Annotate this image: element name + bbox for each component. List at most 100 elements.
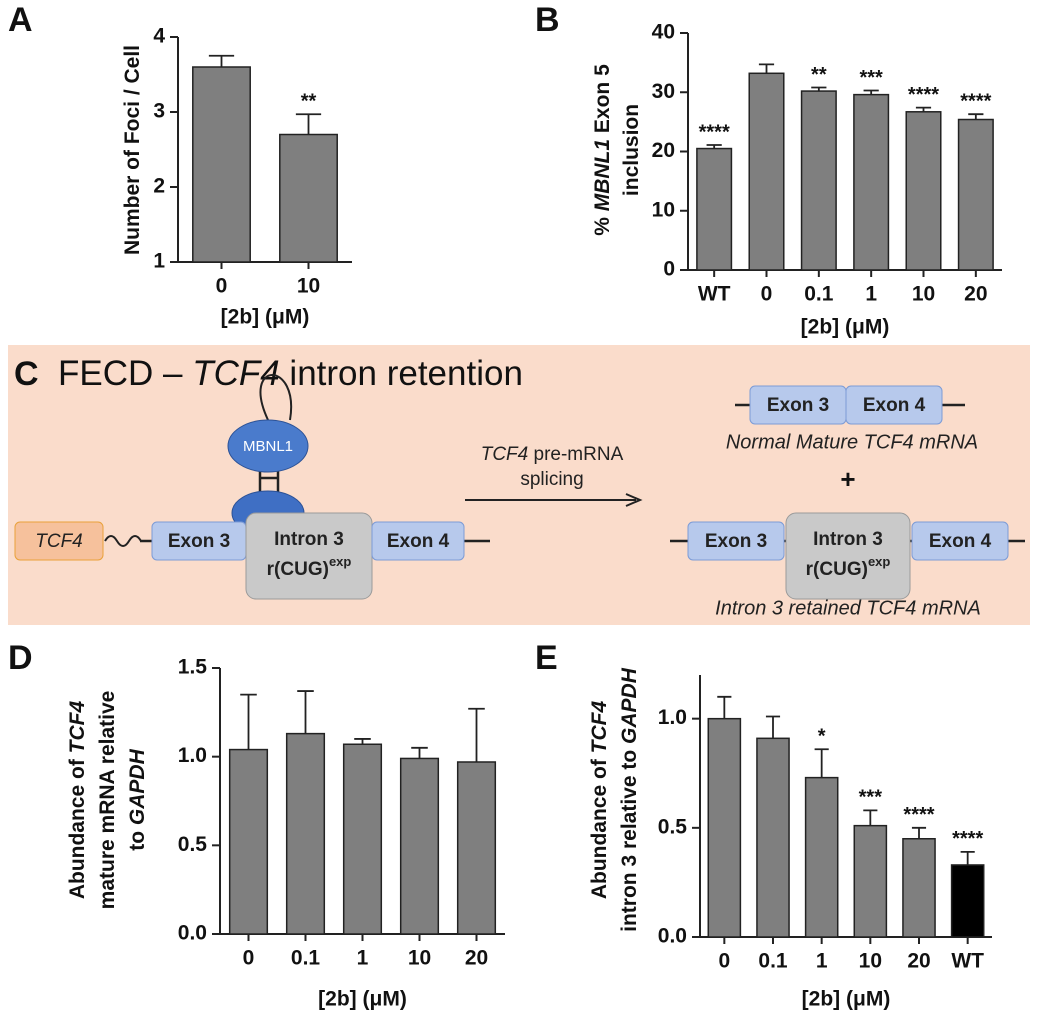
exon-box (845, 385, 943, 425)
exon-label: Exon 3 (168, 531, 230, 552)
exon-box (371, 521, 465, 561)
y-axis-label: intron 3 relative to GAPDH (618, 667, 641, 932)
error-bar (960, 850, 975, 865)
error-bar (863, 809, 878, 826)
caption: Normal Mature TCF4 mRNA (726, 431, 978, 453)
y-axis-label-part: GAPDH (126, 748, 149, 825)
x-tick-label: 10 (408, 947, 431, 970)
error-bar (765, 715, 781, 739)
x-tick-label: WT (951, 950, 984, 973)
error-bar (411, 746, 428, 759)
caption: Intron 3 retained TCF4 mRNA (715, 597, 981, 619)
y-axis-label: Abundance of TCF4 (66, 701, 89, 900)
bar (456, 761, 497, 935)
x-tick-label: 20 (907, 950, 930, 973)
y-tick-label: 1.5 (178, 656, 208, 679)
bar (707, 717, 742, 938)
bar (853, 824, 888, 938)
y-tick-label: 2 (153, 175, 165, 198)
x-tick-label: 0.1 (758, 950, 788, 973)
chart: 0 10 20 30 40 **** WT 0 ** 0.1 *** 1 **** 10 **** 20 [2b… (535, 1, 1002, 339)
exon-box (911, 521, 1009, 561)
error-bar (915, 106, 932, 112)
significance: ** (301, 91, 317, 113)
significance: **** (903, 804, 934, 826)
y-tick-label: 0.0 (658, 925, 687, 948)
error-bar (911, 826, 927, 839)
panel-c: C FECD – TCF4 intron retention TCF4 MBNL… (8, 345, 1030, 625)
panel-label: A (8, 1, 33, 39)
repeat: r(CUG) (806, 559, 868, 580)
bar (342, 743, 383, 935)
arrow-label: splicing (520, 469, 583, 490)
mbnl1-blob (227, 419, 309, 473)
y-tick-label: 3 (153, 100, 165, 123)
bar (902, 838, 936, 938)
y-axis-label-part: Exon 5 (591, 64, 614, 139)
x-tick-label: 10 (912, 283, 935, 306)
bar (905, 111, 942, 271)
intron-box (245, 512, 373, 600)
y-tick-label: 10 (652, 198, 675, 221)
y-tick-label: 0.0 (178, 922, 207, 945)
x-axis-label: [2b] (μM) (802, 988, 891, 1011)
significance: **** (908, 84, 939, 106)
plus: + (840, 464, 855, 494)
x-tick-label: 20 (964, 283, 987, 306)
arrow-label-part: pre-mRNA (528, 444, 623, 465)
hairpin-loop (259, 374, 293, 421)
exon-label: Exon 4 (863, 395, 926, 416)
y-axis-label-part: Number of Foci / Cell (121, 45, 144, 255)
y-axis-label-part: MBNL1 (591, 139, 614, 211)
error-bar (468, 707, 485, 762)
bar (748, 72, 785, 271)
y-tick-label: 0 (663, 258, 675, 281)
x-tick-label: 0 (243, 947, 255, 970)
y-axis-label: Number of Foci / Cell (121, 45, 144, 255)
y-tick-label: 1.0 (178, 744, 207, 767)
x-tick-label: 10 (859, 950, 882, 973)
bar (228, 748, 269, 935)
exon-label: Exon 4 (929, 531, 992, 552)
error-bar (295, 113, 322, 135)
y-axis-label-part: Abundance of (588, 753, 611, 899)
gene-box (14, 521, 104, 561)
y-tick-label: 1.0 (658, 706, 687, 729)
exon-label: Exon 3 (705, 531, 767, 552)
error-bar (297, 690, 314, 734)
significance: **** (952, 828, 983, 850)
bar (853, 93, 890, 271)
chart: 0.0 0.5 1.0 0 0.1 * 1 *** 10 **** 20 **** WT [2b] (μM… (535, 639, 992, 1011)
intron-label: Intron 3 (813, 529, 883, 550)
intron-box (785, 512, 911, 600)
error-bar (758, 63, 775, 74)
y-axis-label: to GAPDH (126, 748, 149, 850)
exon-label: Exon 3 (767, 395, 829, 416)
error-bar (240, 693, 257, 750)
bar (804, 776, 839, 938)
panel-label: C (14, 355, 39, 393)
bar (192, 66, 251, 263)
y-axis-label-part: intron 3 relative to (618, 744, 641, 932)
panel-label: B (535, 1, 560, 39)
significance: **** (960, 90, 991, 112)
error-bar (354, 738, 371, 745)
x-tick-label: 0 (718, 950, 730, 973)
chart: 1 2 3 4 0 ** 10 [2b] (μM) Number of Foci / Cell A (8, 1, 352, 329)
repeat-label: r(CUG)exp (806, 554, 891, 580)
y-axis-label: mature mRNA relative (96, 691, 119, 910)
repeat-sup: exp (868, 554, 890, 569)
arrow-label-part: splicing (520, 469, 583, 490)
x-tick-label: 0 (216, 275, 228, 298)
bar (696, 147, 733, 271)
y-axis-label-part: to (126, 825, 149, 851)
arrow-head (625, 493, 643, 507)
bar (950, 864, 985, 938)
y-axis-label-part: % (591, 211, 614, 236)
y-tick-label: 0.5 (658, 815, 688, 838)
panel-label: E (535, 639, 558, 677)
repeat: r(CUG) (267, 559, 329, 580)
y-tick-label: 0.5 (178, 833, 208, 856)
error-bar (968, 113, 984, 120)
